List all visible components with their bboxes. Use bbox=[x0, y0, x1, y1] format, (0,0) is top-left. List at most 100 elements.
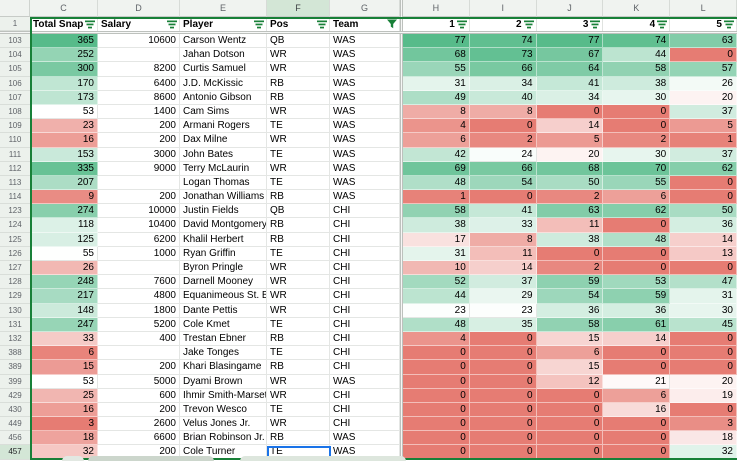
cell-week-2[interactable]: 8 bbox=[469, 104, 537, 120]
cell-week-2[interactable]: 73 bbox=[469, 48, 537, 63]
bottom-pill-left[interactable] bbox=[88, 456, 214, 461]
cell-pos[interactable]: TE bbox=[267, 119, 330, 134]
cell-player[interactable]: Dyami Brown bbox=[180, 374, 267, 389]
cell-week-3[interactable]: 0 bbox=[536, 417, 604, 432]
cell-week-2[interactable]: 24 bbox=[469, 147, 537, 162]
cell-week-3[interactable]: 2 bbox=[536, 190, 604, 205]
cell-week-4[interactable]: 6 bbox=[603, 190, 671, 205]
cell-week-5[interactable]: 62 bbox=[670, 161, 737, 176]
cell-team[interactable]: WAS bbox=[330, 133, 400, 148]
filter-icon[interactable] bbox=[523, 20, 534, 29]
cell-team[interactable]: CHI bbox=[330, 317, 400, 332]
cell-week-4[interactable]: 44 bbox=[603, 48, 671, 63]
cell-week-3[interactable]: 67 bbox=[536, 48, 604, 63]
cell-salary[interactable]: 6200 bbox=[98, 232, 180, 247]
cell-player[interactable]: Cam Sims bbox=[180, 104, 267, 120]
cell-week-5[interactable]: 47 bbox=[670, 275, 737, 290]
cell-pos[interactable]: RB bbox=[267, 218, 330, 233]
cell-player[interactable]: Khalil Herbert bbox=[180, 232, 267, 247]
row-header-109[interactable]: 109 bbox=[0, 119, 30, 134]
column-letter-F[interactable]: F bbox=[267, 0, 330, 17]
cell-salary[interactable]: 7600 bbox=[98, 275, 180, 290]
cell-salary[interactable]: 8200 bbox=[98, 62, 180, 77]
cell-week-1[interactable]: 6 bbox=[403, 133, 470, 148]
cell-week-5[interactable]: 30 bbox=[670, 303, 737, 318]
cell-player[interactable]: Khari Blasingame bbox=[180, 360, 267, 375]
cell-salary[interactable] bbox=[98, 346, 180, 361]
cell-week-3[interactable]: 15 bbox=[536, 331, 604, 347]
cell-team[interactable]: WAS bbox=[330, 76, 400, 91]
cell-total-snaps[interactable]: 25 bbox=[30, 388, 98, 403]
cell-player[interactable]: Jahan Dotson bbox=[180, 48, 267, 63]
cell-week-2[interactable]: 0 bbox=[469, 190, 537, 205]
row-header-113[interactable]: 113 bbox=[0, 175, 30, 191]
cell-week-1[interactable]: 42 bbox=[403, 147, 470, 162]
cell-week-1[interactable]: 52 bbox=[403, 275, 470, 290]
row-header-429[interactable]: 429 bbox=[0, 388, 30, 403]
cell-week-4[interactable]: 0 bbox=[603, 119, 671, 134]
cell-team[interactable]: WAS bbox=[330, 190, 400, 205]
cell-week-5[interactable]: 32 bbox=[670, 445, 737, 460]
cell-player[interactable]: Ihmir Smith-Marsette bbox=[180, 388, 267, 403]
cell-total-snaps[interactable]: 53 bbox=[30, 104, 98, 120]
cell-pos[interactable]: TE bbox=[267, 175, 330, 191]
cell-week-1[interactable]: 31 bbox=[403, 76, 470, 91]
cell-team[interactable]: CHI bbox=[330, 218, 400, 233]
row-header-457[interactable]: 457 bbox=[0, 445, 30, 460]
header-cell-player[interactable]: Player bbox=[180, 17, 267, 31]
cell-team[interactable]: CHI bbox=[330, 204, 400, 219]
column-letter-J[interactable]: J bbox=[536, 0, 604, 17]
cell-week-2[interactable]: 40 bbox=[469, 90, 537, 105]
cell-week-2[interactable]: 37 bbox=[469, 275, 537, 290]
cell-pos[interactable]: TE bbox=[267, 147, 330, 162]
cell-player[interactable]: Jonathan Williams bbox=[180, 190, 267, 205]
cell-team[interactable]: WAS bbox=[330, 161, 400, 176]
cell-week-5[interactable]: 45 bbox=[670, 317, 737, 332]
cell-week-2[interactable]: 0 bbox=[469, 445, 537, 460]
cell-week-1[interactable]: 4 bbox=[403, 119, 470, 134]
cell-week-2[interactable]: 66 bbox=[469, 161, 537, 176]
cell-week-3[interactable]: 12 bbox=[536, 374, 604, 389]
row-header-111[interactable]: 111 bbox=[0, 147, 30, 162]
cell-week-2[interactable]: 34 bbox=[469, 76, 537, 91]
cell-week-5[interactable]: 18 bbox=[670, 431, 737, 446]
column-letter-G[interactable]: G bbox=[330, 0, 400, 17]
cell-week-3[interactable]: 6 bbox=[536, 346, 604, 361]
cell-salary[interactable]: 2600 bbox=[98, 417, 180, 432]
select-all-corner[interactable] bbox=[0, 0, 30, 17]
cell-week-3[interactable]: 2 bbox=[536, 261, 604, 276]
cell-team[interactable]: CHI bbox=[330, 402, 400, 418]
row-header-1[interactable]: 1 bbox=[0, 17, 30, 31]
cell-pos[interactable]: RB bbox=[267, 360, 330, 375]
cell-salary[interactable]: 600 bbox=[98, 388, 180, 403]
cell-pos[interactable]: WR bbox=[267, 289, 330, 304]
cell-week-5[interactable]: 26 bbox=[670, 76, 737, 91]
cell-player[interactable]: Dax Milne bbox=[180, 133, 267, 148]
column-letter-H[interactable]: H bbox=[403, 0, 470, 17]
filter-icon[interactable] bbox=[167, 20, 177, 29]
filter-icon[interactable] bbox=[723, 20, 734, 29]
cell-team[interactable]: CHI bbox=[330, 261, 400, 276]
cell-team[interactable]: WAS bbox=[330, 374, 400, 389]
cell-week-4[interactable]: 0 bbox=[603, 431, 671, 446]
cell-player[interactable]: Terry McLaurin bbox=[180, 161, 267, 176]
cell-week-3[interactable]: 63 bbox=[536, 204, 604, 219]
cell-week-3[interactable]: 5 bbox=[536, 133, 604, 148]
cell-week-2[interactable]: 41 bbox=[469, 204, 537, 219]
cell-week-3[interactable]: 41 bbox=[536, 76, 604, 91]
cell-week-3[interactable]: 0 bbox=[536, 388, 604, 403]
cell-total-snaps[interactable]: 23 bbox=[30, 119, 98, 134]
cell-week-4[interactable]: 0 bbox=[603, 417, 671, 432]
cell-week-2[interactable]: 54 bbox=[469, 175, 537, 191]
cell-pos[interactable]: RB bbox=[267, 232, 330, 247]
cell-pos[interactable]: WR bbox=[267, 388, 330, 403]
cell-total-snaps[interactable]: 365 bbox=[30, 34, 98, 49]
cell-pos[interactable]: TE bbox=[267, 402, 330, 418]
cell-salary[interactable]: 200 bbox=[98, 402, 180, 418]
cell-week-1[interactable]: 77 bbox=[403, 34, 470, 49]
row-header-125[interactable]: 125 bbox=[0, 232, 30, 247]
cell-pos[interactable]: RB bbox=[267, 331, 330, 347]
cell-week-1[interactable]: 55 bbox=[403, 62, 470, 77]
cell-week-5[interactable]: 63 bbox=[670, 34, 737, 49]
cell-salary[interactable]: 200 bbox=[98, 133, 180, 148]
